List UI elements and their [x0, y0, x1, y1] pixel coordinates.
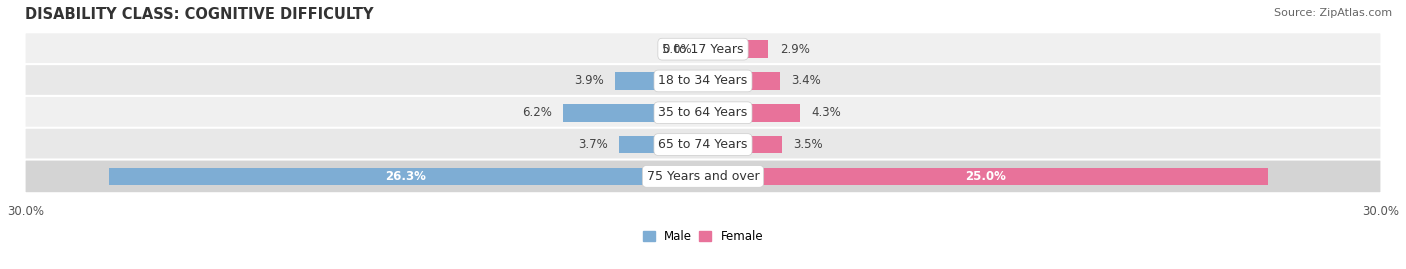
Text: DISABILITY CLASS: COGNITIVE DIFFICULTY: DISABILITY CLASS: COGNITIVE DIFFICULTY	[25, 7, 374, 22]
Bar	[703, 72, 780, 90]
FancyBboxPatch shape	[24, 96, 1382, 130]
Text: 75 Years and over: 75 Years and over	[647, 170, 759, 183]
Text: 25.0%: 25.0%	[965, 170, 1005, 183]
Text: 65 to 74 Years: 65 to 74 Years	[658, 138, 748, 151]
Text: 3.5%: 3.5%	[793, 138, 823, 151]
Text: 5 to 17 Years: 5 to 17 Years	[662, 43, 744, 56]
FancyBboxPatch shape	[24, 32, 1382, 66]
Text: Source: ZipAtlas.com: Source: ZipAtlas.com	[1274, 8, 1392, 18]
Bar	[703, 104, 800, 122]
Text: 2.9%: 2.9%	[780, 43, 810, 56]
Text: 6.2%: 6.2%	[522, 106, 551, 119]
Bar	[110, 168, 703, 185]
Bar	[620, 136, 703, 153]
Bar	[562, 104, 703, 122]
Text: 26.3%: 26.3%	[385, 170, 426, 183]
Legend: Male, Female: Male, Female	[638, 225, 768, 247]
Text: 18 to 34 Years: 18 to 34 Years	[658, 75, 748, 87]
Text: 4.3%: 4.3%	[811, 106, 841, 119]
Bar	[703, 136, 782, 153]
FancyBboxPatch shape	[24, 64, 1382, 98]
Text: 35 to 64 Years: 35 to 64 Years	[658, 106, 748, 119]
FancyBboxPatch shape	[24, 128, 1382, 161]
Bar	[614, 72, 703, 90]
Bar	[703, 168, 1268, 185]
Text: 3.7%: 3.7%	[578, 138, 609, 151]
Text: 3.9%: 3.9%	[574, 75, 603, 87]
Bar	[703, 40, 769, 58]
Text: 3.4%: 3.4%	[792, 75, 821, 87]
Text: 0.0%: 0.0%	[662, 43, 692, 56]
FancyBboxPatch shape	[24, 160, 1382, 193]
